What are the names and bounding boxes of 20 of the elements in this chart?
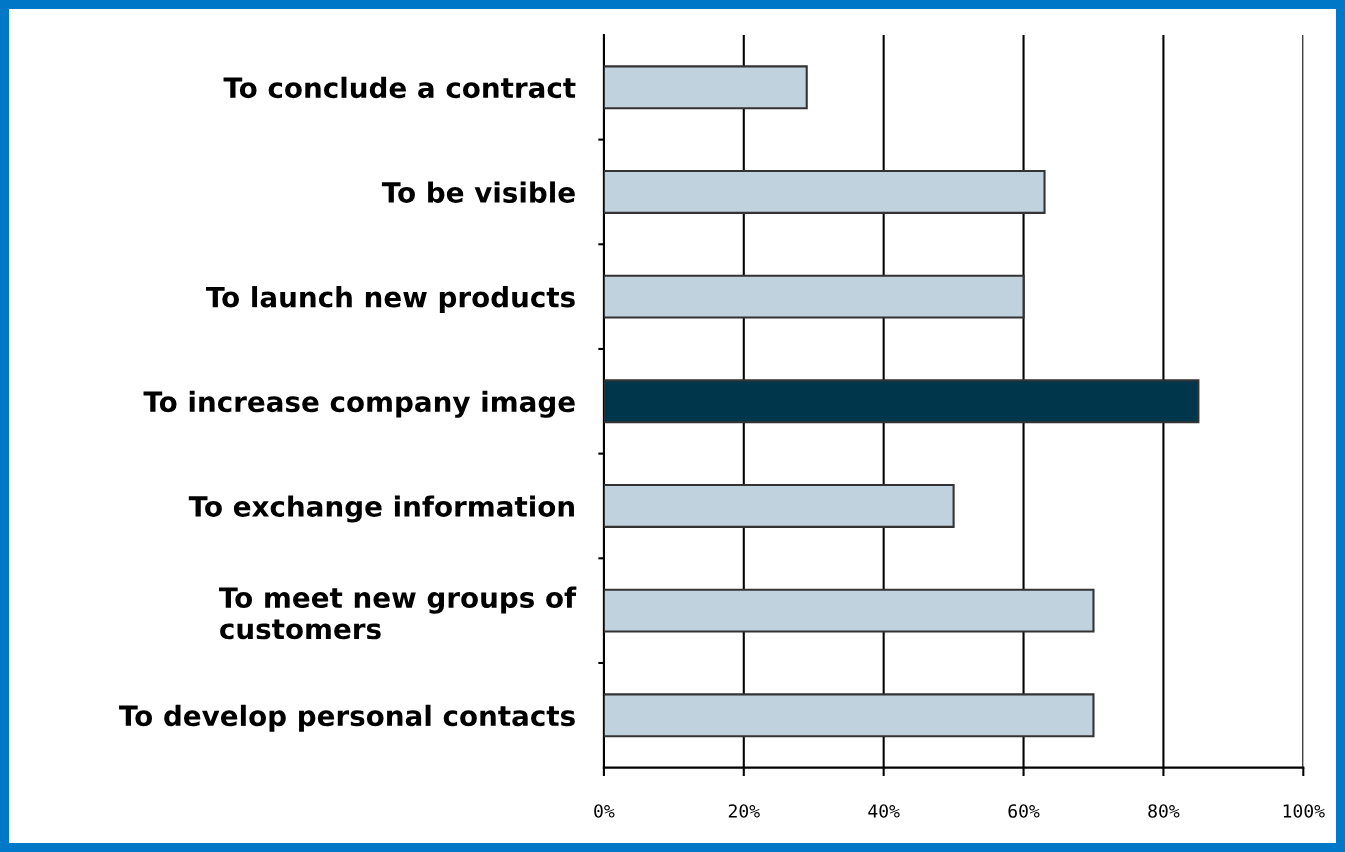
- bar: [603, 379, 1200, 424]
- x-tick-label: 40%: [868, 804, 900, 818]
- x-tick-label: 0%: [594, 804, 615, 818]
- bar: [603, 65, 808, 110]
- x-tick-label: 80%: [1148, 804, 1180, 818]
- x-tick-label: 20%: [728, 804, 760, 818]
- y-tick-label: To be visible: [381, 181, 575, 203]
- bar: [603, 588, 1095, 633]
- bar: [603, 483, 955, 528]
- y-tick-label: To launch new products: [205, 286, 575, 313]
- bar: [603, 274, 1025, 319]
- y-tick-label: To increase company image: [143, 390, 575, 418]
- bar: [603, 693, 1095, 738]
- x-tick-label: 60%: [1008, 804, 1040, 818]
- y-tick-label: To develop personal contacts: [119, 704, 575, 732]
- y-tick-label: To exchange information: [188, 495, 574, 523]
- x-tick-label: 100%: [1283, 804, 1325, 818]
- bar: [603, 169, 1046, 214]
- y-tick-label: To meet new groups of customers: [219, 586, 577, 640]
- y-tick-label: To conclude a contract: [223, 76, 576, 99]
